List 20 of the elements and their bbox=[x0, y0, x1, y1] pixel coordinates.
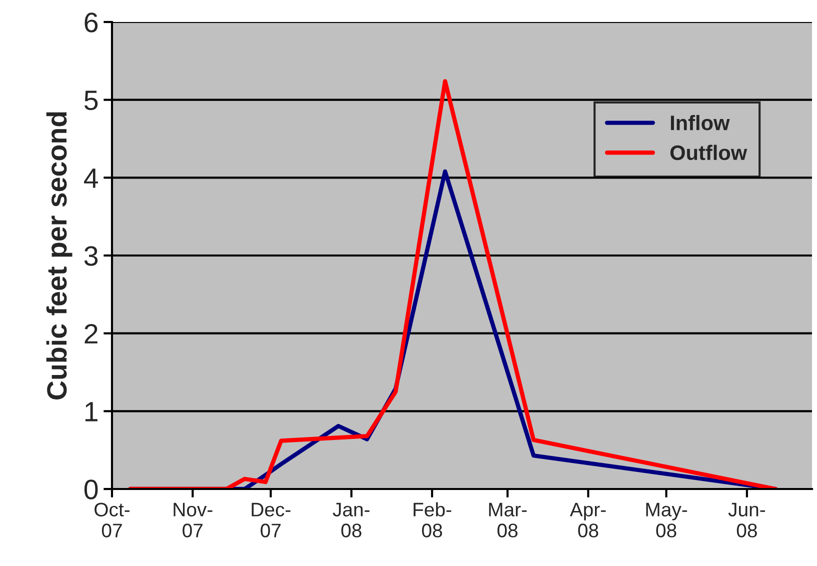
y-tick-label: 0 bbox=[84, 480, 98, 500]
x-tick-label: Dec- 07 bbox=[252, 502, 290, 538]
x-tick-label: Mar- 08 bbox=[489, 502, 527, 538]
y-tick-label: 3 bbox=[84, 246, 98, 266]
x-tick-label: May- 08 bbox=[646, 502, 688, 538]
line-series bbox=[128, 79, 778, 489]
x-tick-label: Oct- 07 bbox=[94, 502, 130, 538]
y-tick-label: 6 bbox=[84, 12, 98, 32]
y-tick-label: 2 bbox=[84, 324, 98, 344]
y-tick-label: 4 bbox=[84, 168, 98, 188]
x-tick-label: Jan- 08 bbox=[332, 502, 370, 538]
y-tick-label: 1 bbox=[85, 402, 98, 422]
x-tick-label: Jun- 08 bbox=[728, 502, 765, 538]
legend-label: Inflow bbox=[670, 114, 730, 130]
x-tick-label: Feb- 08 bbox=[414, 502, 452, 538]
legend-label: Outflow bbox=[670, 144, 748, 160]
x-tick-label: Nov- 07 bbox=[174, 502, 212, 538]
x-tick-label: Apr- 08 bbox=[570, 502, 606, 538]
y-axis-title: Cubic feet per second bbox=[46, 112, 72, 400]
y-tick-label: 5 bbox=[84, 90, 98, 110]
